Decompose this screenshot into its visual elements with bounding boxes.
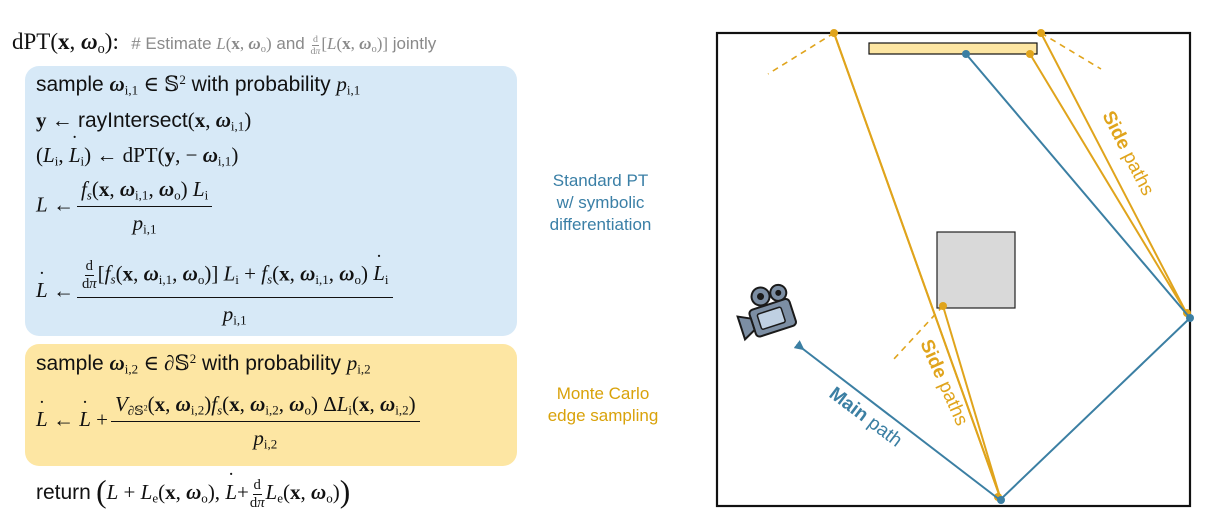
function-name: dPT: [12, 29, 51, 54]
line-sample-2: sample ωi,2 ∈ ∂𝕊2 with probability pi,2: [36, 350, 371, 377]
standard-pt-block: [25, 66, 517, 336]
camera-icon: [736, 283, 797, 342]
main-path-lines: [793, 53, 1191, 501]
algorithm-title: dPT(x, ωo): # Estimate L(x, ωo) and d dπ[…: [12, 29, 437, 57]
line-recursive-call: (Li, Li) ← dPT(y, − ωi,1): [36, 131, 238, 168]
title-comment: # Estimate L(x, ωo) and d dπ [L(x, ωo)] jo…: [131, 33, 437, 57]
side-path-lines: [833, 32, 1188, 498]
line-edge-update: L ← L +V∂𝕊2(x, ωi,2)fs(x, ωi,2, ωo) ΔLi(…: [36, 392, 423, 451]
scene-diagram: Side paths Side paths Main path: [715, 29, 1194, 508]
monte-carlo-annotation: Monte Carlo edge sampling: [547, 384, 659, 425]
line-derivative-update: L ←ddπ[fs(x, ωi,1, ωo)] Li + fs(x, ωi,1,…: [36, 250, 396, 327]
area-light: [868, 42, 1038, 55]
line-radiance-update: L ← fs(x, ωi,1, ωo) Li pi,1: [36, 177, 215, 236]
standard-pt-annotation: Standard PT w/ symbolic differentiation: [549, 171, 652, 234]
line-sample-1: sample ωi,1 ∈ 𝕊2 with probability pi,1: [36, 71, 361, 98]
edge-sampling-block: [25, 344, 517, 466]
occluder-block: [936, 231, 1016, 309]
side-paths-label-mid: Side paths: [915, 336, 972, 428]
side-paths-label-top: Side paths: [1098, 108, 1158, 199]
line-ray-intersect: y ← rayIntersect(x, ωi,1): [36, 108, 252, 134]
room-boundary: [715, 31, 1192, 508]
main-path-vertices: [962, 50, 1194, 504]
